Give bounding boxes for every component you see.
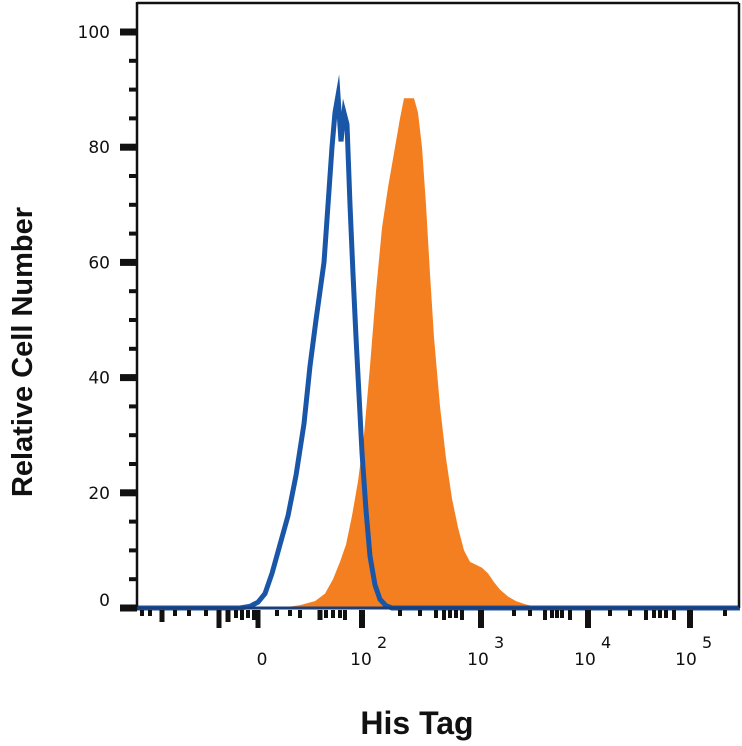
x-tick <box>255 610 261 628</box>
y-minor-tick <box>129 404 137 409</box>
x-tick <box>448 610 452 618</box>
x-tick <box>478 610 484 628</box>
x-tick <box>159 610 165 622</box>
x-tick-exponent: 5 <box>702 633 712 652</box>
y-major-tick <box>120 489 137 497</box>
x-tick <box>225 610 231 622</box>
y-minor-tick <box>129 433 137 438</box>
x-tick <box>550 610 554 618</box>
y-minor-tick <box>129 116 137 121</box>
y-tick-label: 0 <box>99 591 110 611</box>
x-tick <box>543 610 547 620</box>
y-axis-title: Relative Cell Number <box>7 207 39 497</box>
x-tick <box>528 610 532 616</box>
x-tick <box>398 610 402 616</box>
x-tick-exponent: 4 <box>601 633 611 652</box>
y-minor-tick <box>129 231 137 236</box>
x-tick <box>187 610 191 616</box>
y-major-tick <box>120 258 137 266</box>
y-minor-tick <box>129 174 137 178</box>
x-tick <box>204 610 208 616</box>
x-tick <box>173 610 177 616</box>
y-minor-tick <box>129 519 137 524</box>
x-tick <box>338 610 342 618</box>
x-tick <box>560 610 564 618</box>
x-tick <box>418 610 422 616</box>
x-axis-title: His Tag <box>360 705 473 741</box>
y-minor-tick <box>129 462 137 466</box>
x-tick <box>585 610 591 628</box>
y-major-tick <box>120 143 137 151</box>
x-tick-label: 10 <box>350 650 372 670</box>
y-tick-label: 100 <box>78 23 110 43</box>
x-tick <box>140 610 144 616</box>
y-tick-label: 60 <box>88 253 110 273</box>
x-tick <box>359 610 365 628</box>
y-tick-label: 80 <box>88 138 110 158</box>
y-minor-tick <box>129 318 137 322</box>
y-minor-tick <box>129 58 137 63</box>
x-tick <box>460 610 464 620</box>
y-tick-label: 40 <box>88 369 110 389</box>
x-tick <box>288 610 292 616</box>
y-major-tick <box>120 604 137 612</box>
x-tick <box>723 610 727 616</box>
x-tick <box>608 610 612 616</box>
x-tick <box>331 610 335 618</box>
y-major-tick <box>120 374 137 382</box>
series-filled-histogram <box>137 98 740 608</box>
x-tick <box>298 610 302 618</box>
y-minor-tick <box>129 577 137 582</box>
plot-frame <box>135 1 741 610</box>
y-minor-tick <box>129 346 137 351</box>
x-tick-label: 0 <box>257 650 268 670</box>
x-tick-exponent: 2 <box>377 633 387 652</box>
x-tick <box>343 610 347 620</box>
x-axis: 0 10 2 10 3 10 4 10 5 <box>140 610 727 670</box>
x-tick-label: 10 <box>574 650 596 670</box>
x-tick <box>216 610 222 628</box>
x-tick-label: 10 <box>675 650 697 670</box>
x-tick <box>324 610 328 618</box>
x-tick <box>555 610 559 618</box>
x-tick <box>658 610 662 618</box>
y-axis: 0 20 40 60 80 100 <box>78 23 137 612</box>
x-tick <box>687 610 693 628</box>
y-minor-tick <box>129 289 137 294</box>
y-major-tick <box>120 28 137 36</box>
x-tick <box>644 610 648 620</box>
x-tick <box>512 610 516 616</box>
x-tick <box>664 610 668 618</box>
x-tick <box>148 610 152 616</box>
x-tick <box>246 610 250 618</box>
x-tick <box>652 610 656 618</box>
y-minor-tick <box>129 202 137 207</box>
x-tick <box>454 610 458 618</box>
x-tick <box>252 610 256 620</box>
x-tick-label: 10 <box>467 650 489 670</box>
series-layer <box>137 74 740 611</box>
x-tick <box>240 610 244 620</box>
x-tick <box>442 610 446 620</box>
x-tick <box>275 610 279 616</box>
x-tick <box>672 610 676 620</box>
x-tick <box>317 610 323 620</box>
x-tick <box>568 610 572 620</box>
x-tick <box>434 610 438 618</box>
series-outline-histogram <box>137 74 740 611</box>
y-minor-tick <box>129 548 137 553</box>
y-minor-tick <box>129 87 137 92</box>
x-tick-exponent: 3 <box>494 633 504 652</box>
y-tick-label: 20 <box>88 484 110 504</box>
x-tick <box>234 610 238 618</box>
x-tick <box>628 610 632 616</box>
